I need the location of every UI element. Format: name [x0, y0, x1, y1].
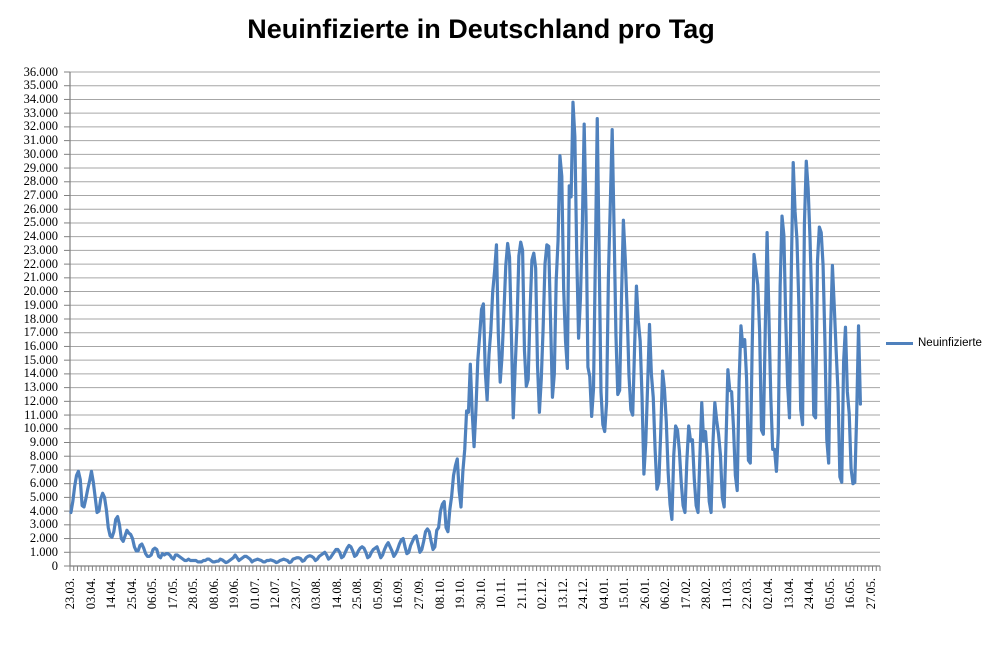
- legend: Neuinfizierte: [886, 337, 982, 349]
- x-axis-tick-label: 17.05.: [165, 578, 180, 610]
- x-axis-tick-label: 25.04.: [124, 578, 139, 610]
- y-axis-tick-label: 22.000: [23, 256, 58, 271]
- y-axis-tick-label: 5.000: [29, 489, 58, 504]
- y-axis-tick-label: 33.000: [23, 105, 58, 120]
- y-axis-tick-label: 20.000: [23, 284, 58, 299]
- y-axis-tick-label: 24.000: [23, 229, 58, 244]
- x-axis-tick-label: 25.08.: [350, 578, 365, 610]
- y-axis-tick-label: 12.000: [23, 393, 58, 408]
- x-axis-ticks: [69, 566, 881, 571]
- y-axis-tick-label: 21.000: [23, 270, 58, 285]
- y-axis-tick-label: 6.000: [29, 476, 58, 491]
- y-axis-tick-label: 1.000: [29, 544, 58, 559]
- y-axis-tick-label: 10.000: [23, 421, 58, 436]
- x-axis-tick-label: 16.09.: [391, 578, 406, 610]
- y-axis-tick-label: 15.000: [23, 352, 58, 367]
- x-axis-tick-label: 22.03.: [740, 578, 755, 610]
- y-axis-tick-label: 0: [51, 558, 58, 573]
- y-axis-tick-label: 2.000: [29, 531, 58, 546]
- x-axis-tick-label: 21.11.: [514, 578, 529, 609]
- x-axis-tick-label: 02.12.: [535, 578, 550, 610]
- x-axis-tick-label: 14.08.: [329, 578, 344, 610]
- x-axis-tick-label: 27.05.: [863, 578, 878, 610]
- y-axis-tick-label: 18.000: [23, 311, 58, 326]
- series-neuinfizierte-line: [69, 100, 863, 565]
- chart-title: Neuinfizierte in Deutschland pro Tag: [247, 14, 715, 44]
- x-axis-tick-label: 03.08.: [309, 578, 324, 610]
- x-axis-tick-label: 30.10.: [473, 578, 488, 610]
- y-axis-tick-label: 14.000: [23, 366, 58, 381]
- x-axis-tick-label: 15.01.: [617, 578, 632, 610]
- x-axis-tick-label: 19.10.: [453, 578, 467, 610]
- x-axis-tick-label: 05.05.: [822, 578, 837, 610]
- x-axis-tick-label: 06.05.: [145, 578, 160, 610]
- y-axis-tick-label: 34.000: [23, 91, 58, 106]
- y-axis-tick-label: 35.000: [23, 78, 58, 93]
- y-axis-tick-label: 25.000: [23, 215, 58, 230]
- x-axis-tick-label: 12.07.: [268, 578, 283, 610]
- x-axis-tick-label: 14.04.: [104, 578, 118, 610]
- y-axis-tick-label: 30.000: [23, 146, 58, 161]
- y-axis-tick-label: 31.000: [23, 133, 58, 148]
- x-axis-tick-label: 26.01.: [637, 578, 652, 610]
- x-axis-tick-label: 28.05.: [186, 578, 201, 610]
- y-axis-tick-label: 11.000: [24, 407, 58, 422]
- x-axis-tick-label: 03.04.: [83, 578, 98, 610]
- y-axis-tick-label: 32.000: [23, 119, 58, 134]
- y-axis-tick-label: 28.000: [23, 174, 58, 189]
- legend-label: Neuinfizierte: [918, 337, 982, 349]
- y-axis-tick-label: 17.000: [23, 325, 58, 340]
- x-axis-tick-label: 16.05.: [843, 578, 858, 610]
- x-axis-tick-label: 23.07.: [288, 578, 303, 610]
- y-axis-tick-label: 7.000: [29, 462, 58, 477]
- y-axis-tick-label: 16.000: [23, 338, 58, 353]
- x-axis-tick-label: 10.11.: [494, 578, 509, 609]
- y-axis-tick-label: 3.000: [29, 517, 58, 532]
- y-axis-tick-label: 36.000: [23, 64, 58, 79]
- y-axis-tick-label: 9.000: [29, 435, 58, 449]
- x-axis-tick-label: 08.06.: [206, 578, 221, 610]
- x-axis-tick-label: 24.12.: [576, 578, 591, 610]
- x-axis-tick-label: 13.12.: [555, 578, 570, 610]
- y-axis-tick-label: 4.000: [29, 503, 58, 518]
- y-axis-tick-label: 29.000: [23, 160, 58, 175]
- x-axis-tick-label: 04.01.: [596, 578, 611, 610]
- x-axis-tick-label: 08.10.: [432, 578, 447, 610]
- legend-line-sample: [886, 341, 913, 345]
- y-axis-tick-label: 23.000: [23, 242, 58, 257]
- x-axis-tick-label: 28.02.: [699, 578, 714, 610]
- y-axis-tick-label: 8.000: [29, 448, 58, 463]
- y-axis-tick-label: 26.000: [23, 201, 58, 216]
- x-axis-tick-label: 02.04.: [761, 578, 775, 610]
- x-axis-tick-label: 13.04.: [781, 578, 796, 610]
- x-axis-tick-label: 06.02.: [658, 578, 673, 610]
- x-axis-tick-label: 11.03.: [719, 578, 734, 609]
- x-axis-tick-label: 19.06.: [227, 578, 242, 610]
- y-axis-tick-label: 19.000: [23, 297, 58, 312]
- x-axis-tick-label: 27.09.: [411, 578, 426, 610]
- x-axis-tick-label: 23.03.: [62, 578, 77, 610]
- y-axis-tick-label: 27.000: [23, 188, 58, 202]
- x-axis-tick-label: 01.07.: [247, 578, 262, 610]
- x-axis-tick-label: 24.04.: [802, 578, 816, 610]
- x-axis-tick-label: 05.09.: [370, 578, 385, 610]
- x-axis-tick-label: 17.02.: [678, 578, 693, 610]
- y-axis-tick-label: 13.000: [23, 380, 58, 395]
